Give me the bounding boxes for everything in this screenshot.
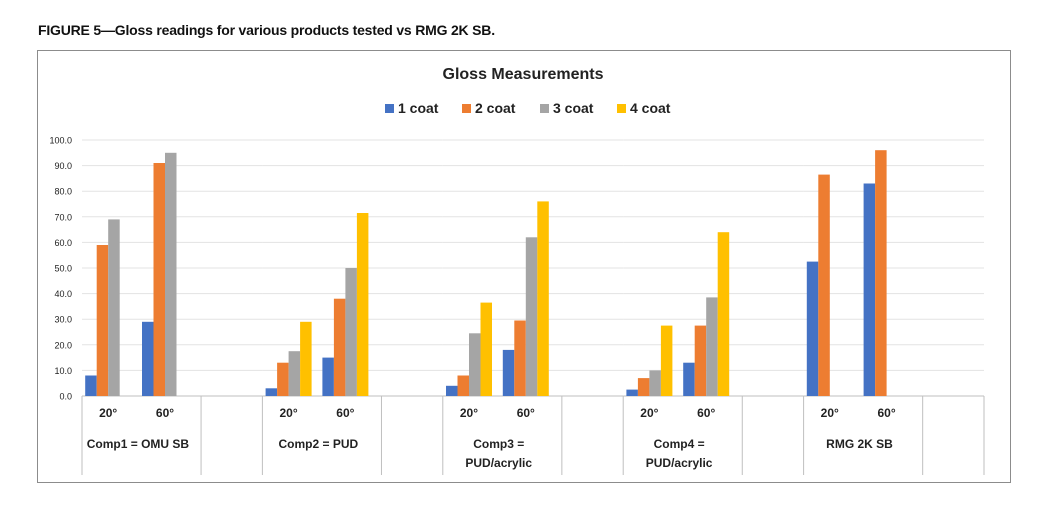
group-label: RMG 2K SB (826, 437, 893, 451)
bar (300, 321, 312, 396)
y-tick-label: 80.0 (54, 187, 72, 197)
group-label: Comp1 = OMU SB (87, 437, 190, 451)
angle-label: 20° (460, 406, 478, 420)
angle-label: 60° (517, 406, 535, 420)
y-tick-label: 90.0 (54, 161, 72, 171)
bar (660, 325, 673, 396)
legend-label: 4 coat (630, 100, 671, 116)
bar (706, 297, 718, 396)
bar (649, 370, 661, 396)
group-label: Comp3 = (473, 437, 524, 451)
chart-frame (37, 50, 1011, 483)
bar (480, 302, 492, 396)
bar (345, 268, 357, 396)
bar (806, 261, 819, 396)
bar (108, 219, 120, 396)
angle-label: 60° (697, 406, 715, 420)
bar (333, 298, 346, 396)
bar (863, 183, 876, 396)
bar (153, 163, 165, 396)
bar (683, 362, 695, 396)
bar (637, 378, 650, 396)
y-tick-label: 30.0 (54, 315, 72, 325)
legend-swatch (617, 104, 626, 113)
y-tick-label: 100.0 (49, 136, 72, 146)
group-label: Comp4 = (654, 437, 705, 451)
group-label: PUD/acrylic (646, 456, 713, 470)
bar (818, 174, 830, 396)
bar (165, 152, 177, 396)
bar (356, 213, 369, 396)
bar (85, 375, 97, 396)
bar (265, 388, 278, 396)
bar (446, 385, 458, 396)
angle-label: 60° (156, 406, 174, 420)
angle-label: 60° (336, 406, 354, 420)
bar (142, 321, 154, 396)
y-tick-label: 50.0 (54, 264, 72, 274)
angle-label: 60° (878, 406, 896, 420)
legend-label: 3 coat (553, 100, 594, 116)
y-tick-label: 10.0 (54, 366, 72, 376)
legend: 1 coat 2 coat 3 coat 4 coat (385, 100, 671, 116)
bar (694, 325, 707, 396)
bar (717, 232, 730, 396)
y-tick-label: 70.0 (54, 212, 72, 222)
y-tick-label: 20.0 (54, 340, 72, 350)
bar (875, 150, 887, 396)
bar (277, 362, 289, 396)
legend-swatch (462, 104, 471, 113)
legend-swatch (540, 104, 549, 113)
y-axis: 0.0 10.0 20.0 30.0 40.0 50.0 60.0 70.0 80.0 90.0 1… (49, 136, 72, 402)
y-tick-label: 40.0 (54, 289, 72, 299)
legend-swatch (385, 104, 394, 113)
bar (457, 375, 469, 396)
angle-label: 20° (99, 406, 117, 420)
bar (502, 349, 515, 396)
bar (537, 201, 549, 396)
legend-label: 1 coat (398, 100, 439, 116)
bar (626, 389, 638, 396)
y-tick-label: 60.0 (54, 238, 72, 248)
angle-label: 20° (279, 406, 297, 420)
bars (85, 150, 887, 396)
bar (288, 351, 301, 396)
chart-title: Gloss Measurements (443, 66, 604, 83)
bar (96, 245, 109, 396)
angle-label: 20° (640, 406, 658, 420)
category-table: 20° 60° Comp1 = OMU SB 20° 60° Comp2 = PUD 20°… (81, 396, 985, 475)
figure-caption: FIGURE 5—Gloss readings for various prod… (38, 22, 495, 38)
bar (514, 320, 526, 396)
legend-label: 2 coat (475, 100, 516, 116)
bar (469, 333, 481, 396)
group-label: PUD/acrylic (465, 456, 532, 470)
bar (322, 357, 334, 396)
angle-label: 20° (821, 406, 839, 420)
bar (525, 237, 538, 396)
y-tick-label: 0.0 (59, 392, 72, 402)
group-label: Comp2 = PUD (278, 437, 358, 451)
